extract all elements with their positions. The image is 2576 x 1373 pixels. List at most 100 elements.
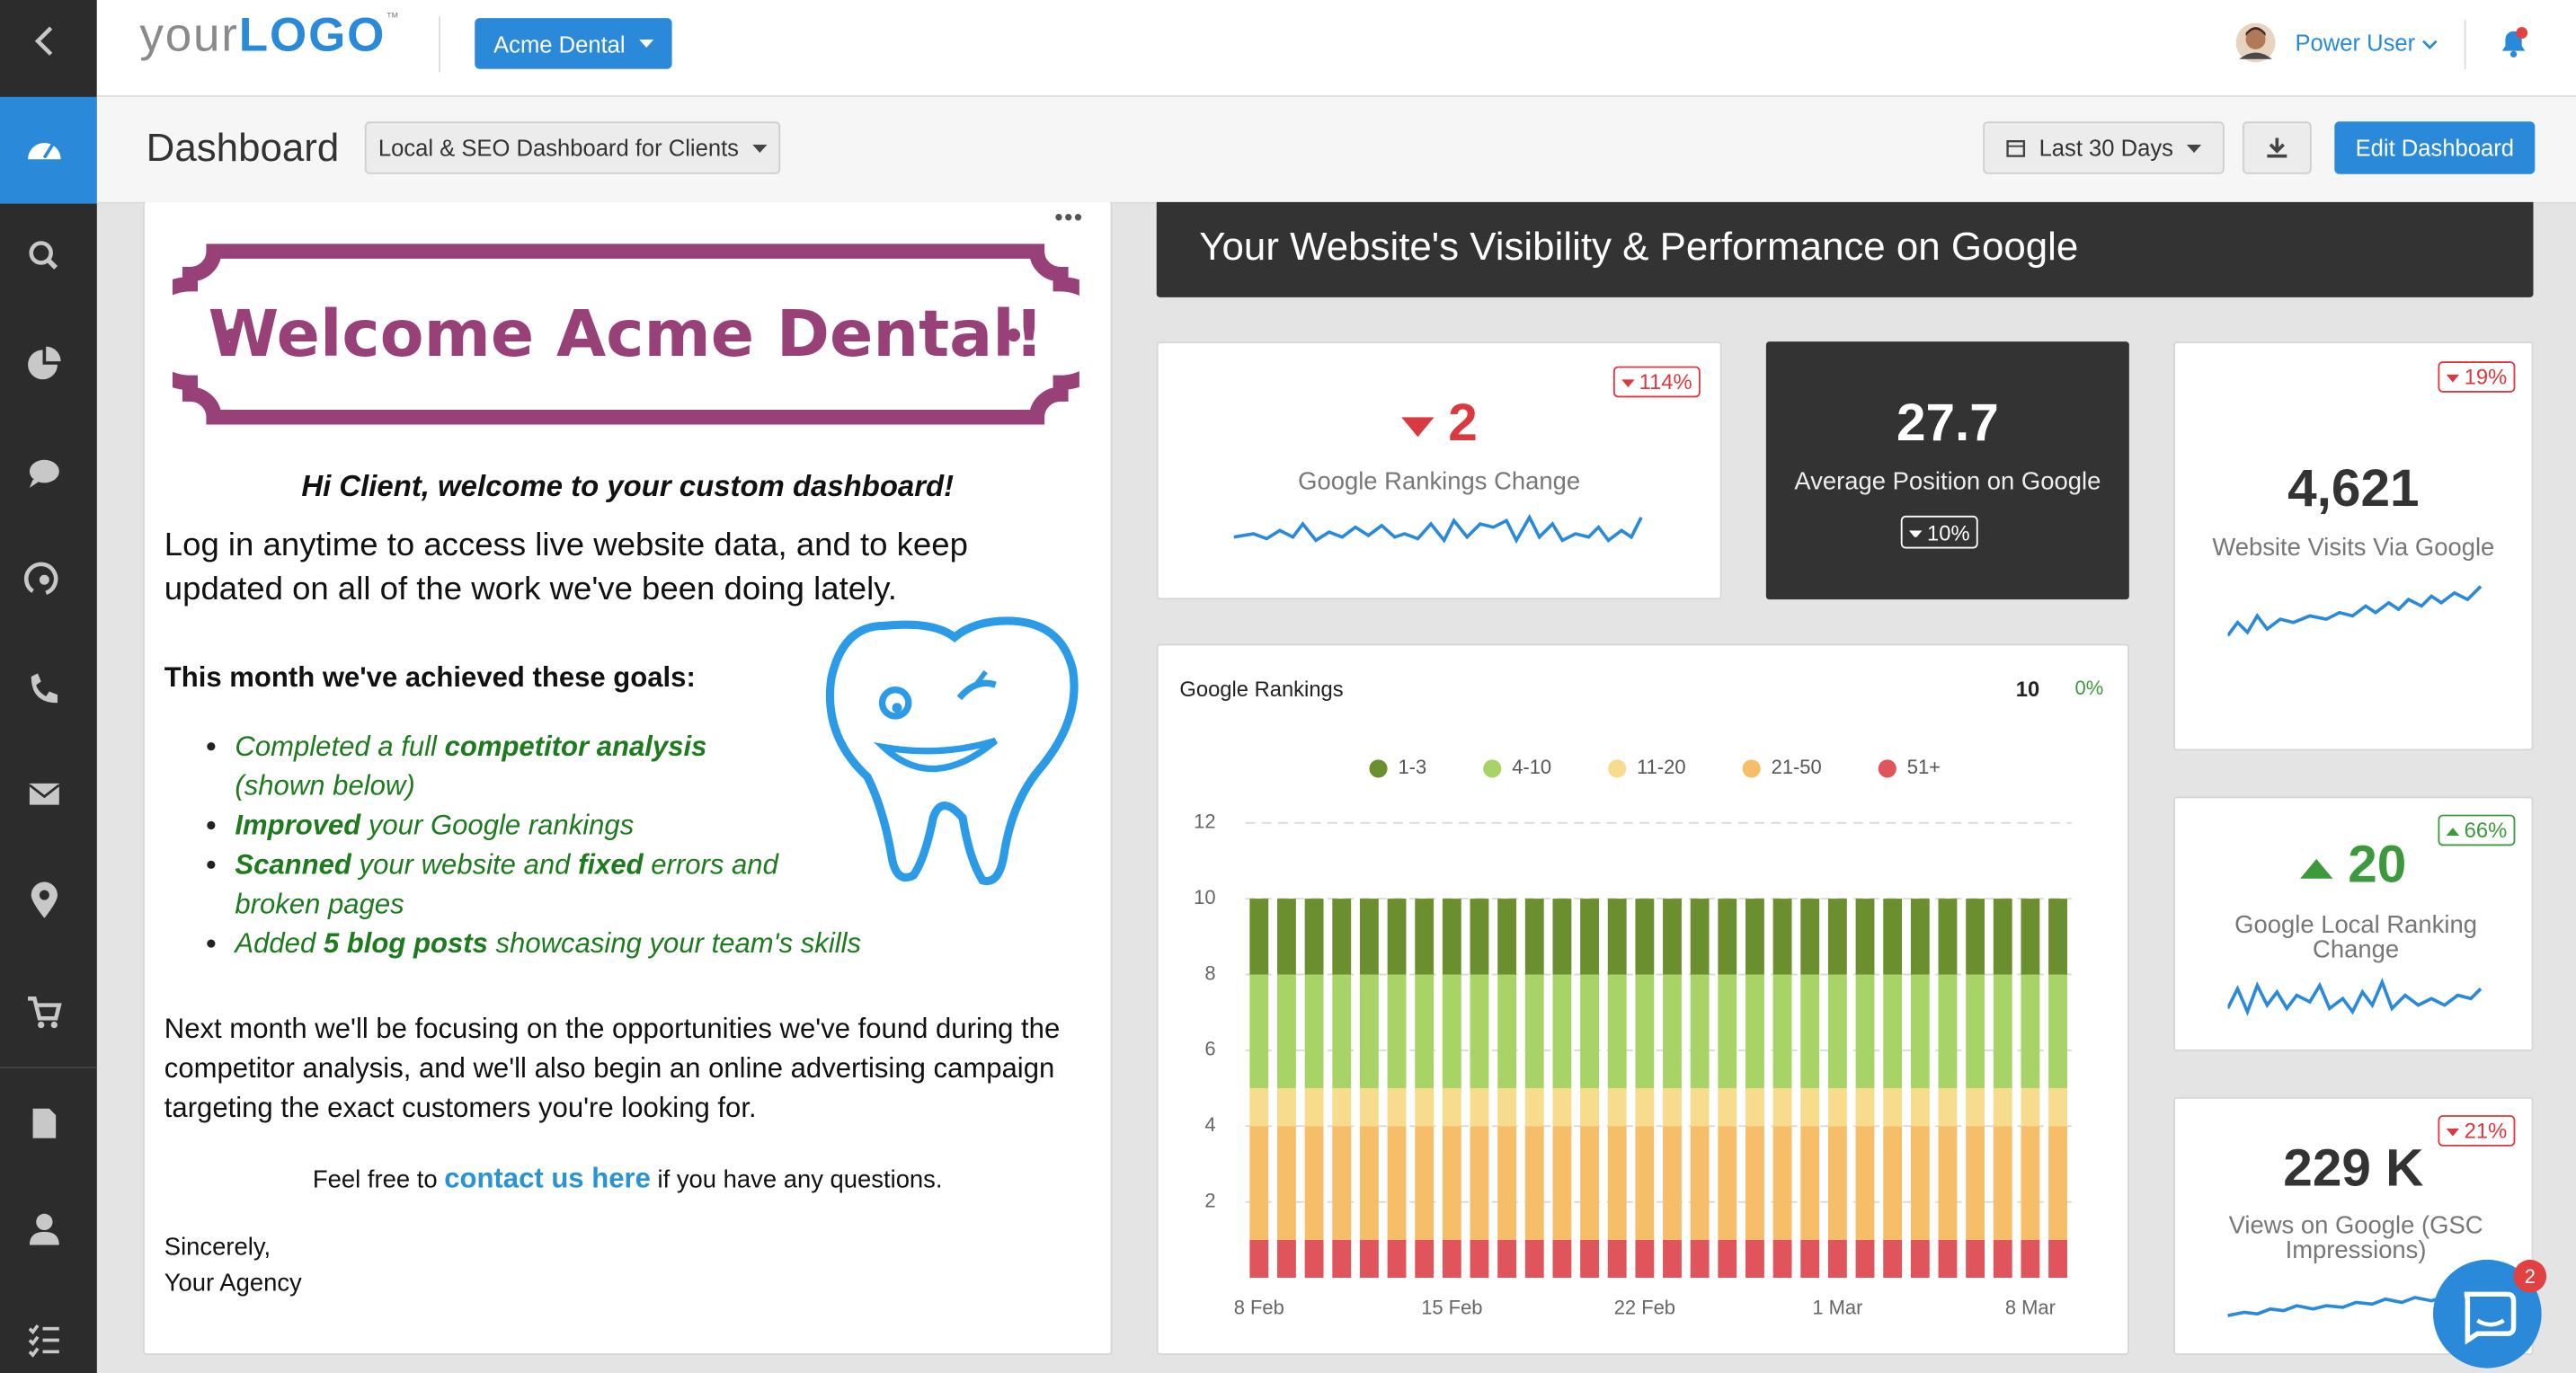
bar-segment: [1415, 1239, 1435, 1279]
bar-segment: [1745, 1088, 1764, 1127]
notifications[interactable]: [2497, 26, 2530, 59]
bar-segment: [1607, 1126, 1627, 1240]
chart-total-change: 0%: [2074, 677, 2104, 700]
logo-tm: ™: [386, 9, 401, 25]
change-arrow: [1908, 520, 1923, 545]
x-tick-label: 15 Feb: [1421, 1297, 1482, 1319]
bar-segment: [1855, 1239, 1875, 1279]
edit-dashboard[interactable]: Edit Dashboard: [2334, 121, 2536, 174]
download-button[interactable]: [2242, 121, 2312, 174]
chat-icon[interactable]: [29, 459, 59, 483]
bar-segment: [1442, 899, 1461, 975]
y-tick-label: 4: [1204, 1113, 1215, 1136]
bar-segment: [1304, 1088, 1324, 1127]
bar-segment: [1497, 974, 1517, 1089]
bar-segment: [1663, 1088, 1682, 1127]
goals-heading: This month we've achieved these goals:: [164, 661, 696, 694]
bar-segment: [1745, 899, 1764, 975]
metric-number: 2: [1448, 392, 1478, 452]
call-icon[interactable]: [31, 673, 58, 704]
goal-text: (shown below): [235, 770, 415, 802]
client-select[interactable]: Acme Dental: [475, 18, 672, 69]
goal-text: errors and broken pages: [235, 848, 778, 920]
sparkline: [2227, 978, 2483, 1016]
bar-segment: [1580, 1239, 1599, 1279]
bar-segment: [1635, 1239, 1655, 1279]
goal-item: Improved your Google rankings: [235, 806, 802, 846]
back-icon[interactable]: [34, 26, 53, 56]
dashboard-select[interactable]: Local & SEO Dashboard for Clients: [364, 121, 781, 174]
metric-label: Google Rankings Change: [1298, 467, 1581, 496]
bar-segment: [1663, 1126, 1682, 1240]
bar-segment: [1800, 1239, 1820, 1279]
bar-segment: [1304, 899, 1324, 975]
top-bar: yourLOGO™ Acme Dental Power User: [96, 0, 2576, 97]
bar-segment: [1827, 1126, 1847, 1240]
y-tick-label: 10: [1194, 886, 1215, 908]
bar-segment: [1304, 1126, 1324, 1240]
legend-marker: [1742, 759, 1761, 778]
bar-segment: [1993, 1088, 2012, 1127]
legend-label: 21-50: [1772, 756, 1822, 778]
goals-list: Completed a full competitor analysis (sh…: [164, 728, 974, 964]
contact-link[interactable]: contact us here: [444, 1163, 651, 1194]
bar-segment: [2021, 899, 2040, 975]
bar-segment: [1552, 1239, 1572, 1279]
bar-segment: [1718, 1239, 1737, 1279]
change-value: 114%: [1639, 369, 1692, 394]
bar-segment: [1552, 899, 1572, 975]
legend-label: 4-10: [1512, 756, 1551, 778]
welcome-panel: [143, 201, 1113, 1355]
tasks-icon[interactable]: [28, 1324, 59, 1358]
user-menu[interactable]: Power User: [2295, 30, 2438, 56]
seo-icon[interactable]: [23, 562, 58, 595]
bar-segment: [1524, 899, 1544, 975]
divider: [2464, 19, 2466, 69]
bar-segment: [1442, 974, 1461, 1089]
bar-segment: [1938, 899, 1958, 975]
bar-segment: [1524, 974, 1544, 1089]
goal-text: Scanned: [235, 848, 351, 881]
calendar-icon: [2006, 140, 2026, 157]
bar-segment: [1910, 1126, 1930, 1240]
change-arrow: [2446, 818, 2460, 842]
bar-segment: [1415, 899, 1435, 975]
metric-value: 27.7: [1896, 392, 1999, 452]
cart-icon[interactable]: [28, 997, 62, 1021]
email-icon[interactable]: [29, 783, 59, 805]
avatar[interactable]: [2235, 22, 2276, 63]
legend-marker: [1483, 759, 1502, 778]
bar-segment: [1772, 1239, 1792, 1279]
bar-segment: [1718, 1126, 1737, 1240]
date-range[interactable]: Last 30 Days: [1983, 121, 2225, 174]
triangle: [2446, 828, 2460, 837]
metric-value: 229 K: [2283, 1138, 2424, 1198]
bar-segment: [2021, 974, 2040, 1089]
chat-launcher[interactable]: 2: [2431, 1258, 2563, 1373]
dashboard-name: Local & SEO Dashboard for Clients: [378, 134, 740, 162]
intro: Log in anytime to access live website da…: [164, 527, 968, 608]
bar-segment: [1883, 1239, 1903, 1279]
legend-label: 11-20: [1637, 756, 1685, 778]
bar-segment: [1332, 1088, 1352, 1127]
user-icon[interactable]: [36, 1213, 53, 1231]
goal-text: showcasing your team's skills: [487, 927, 862, 960]
change-value: 19%: [2464, 364, 2508, 390]
bar-segment: [1249, 974, 1269, 1089]
bar-segment: [1993, 1126, 2012, 1240]
panel-menu[interactable]: •••: [1054, 203, 1084, 230]
reports-icon[interactable]: [28, 350, 58, 380]
document-icon[interactable]: [32, 1108, 57, 1138]
bar-segment: [1470, 1126, 1489, 1240]
goal-text: Added: [235, 927, 324, 960]
goal-text: competitor analysis: [444, 731, 707, 763]
search-icon[interactable]: [29, 241, 53, 265]
x-tick-label: 8 Feb: [1234, 1297, 1284, 1319]
bar-segment: [1690, 899, 1710, 975]
welcome-title: Welcome Acme Dental!: [209, 297, 1044, 371]
bar-segment: [1966, 1088, 1985, 1127]
bar-segment: [1910, 1088, 1930, 1127]
divider: [439, 16, 440, 73]
logo[interactable]: yourLOGO™: [139, 10, 400, 64]
